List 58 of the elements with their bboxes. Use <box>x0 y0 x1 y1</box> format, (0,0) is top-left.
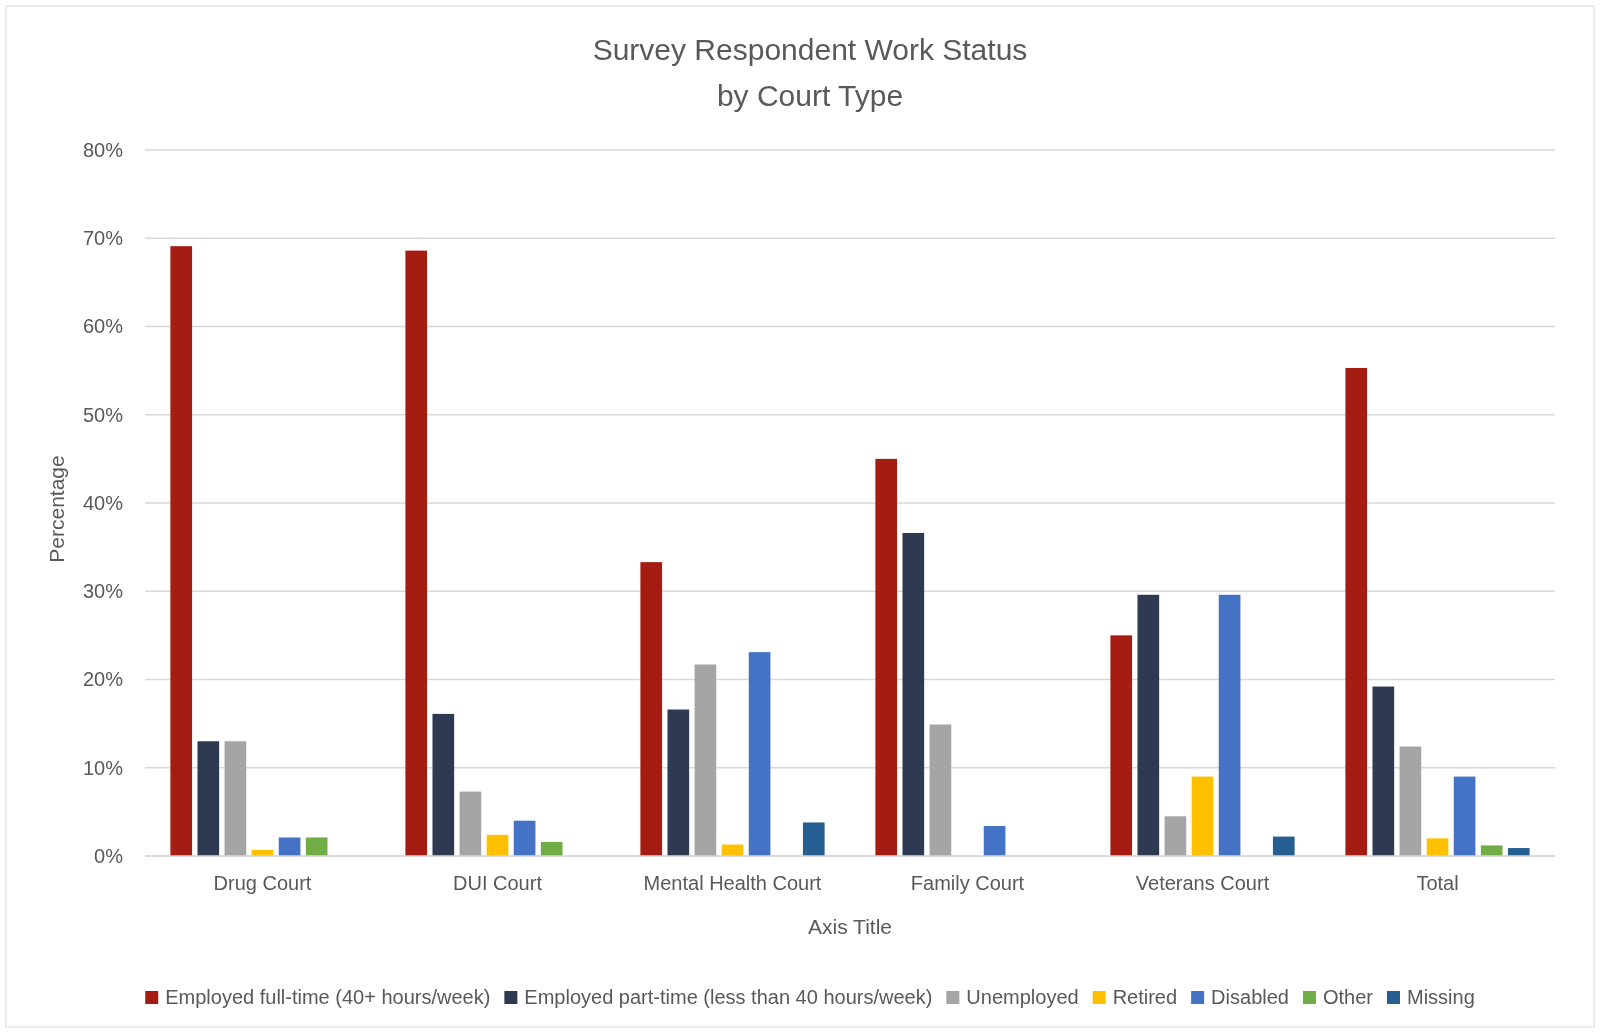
bar <box>902 533 925 856</box>
x-axis-title: Axis Title <box>807 915 893 938</box>
bar <box>1480 845 1503 856</box>
bar <box>929 724 952 856</box>
bar <box>1164 816 1187 856</box>
x-tick-label: DUI Court <box>453 872 543 895</box>
bar <box>1272 836 1295 856</box>
bar <box>432 713 455 856</box>
legend-label: Employed full-time (40+ hours/week) <box>165 986 491 1008</box>
legend-label: Retired <box>1112 986 1178 1008</box>
y-tick-label: 10% <box>82 756 124 779</box>
bar <box>875 458 898 856</box>
bar <box>1137 594 1160 856</box>
y-tick-label: 80% <box>82 138 124 161</box>
x-tick-label: Family Court <box>910 872 1025 895</box>
bar <box>1191 776 1214 856</box>
bar <box>513 820 536 856</box>
bar <box>1218 594 1241 856</box>
bar <box>1372 686 1395 856</box>
bar <box>405 250 428 856</box>
legend-label: Missing <box>1406 986 1475 1008</box>
bar <box>1399 746 1422 856</box>
chart-title: Survey Respondent Work Status by Court Type <box>592 33 1028 112</box>
bar <box>1110 635 1133 856</box>
bar <box>1345 367 1368 856</box>
bar <box>667 709 690 856</box>
bar <box>640 562 663 856</box>
legend-label: Unemployed <box>966 986 1079 1008</box>
bar <box>224 741 247 856</box>
y-tick-label: 30% <box>82 580 124 603</box>
legend-label: Disabled <box>1211 986 1289 1008</box>
legend-label: Employed part-time (less than 40 hours/week) <box>524 986 933 1008</box>
y-tick-label: 20% <box>82 668 124 691</box>
y-tick-label: 70% <box>82 227 124 250</box>
y-tick-label: 40% <box>82 491 124 514</box>
y-tick-label: 60% <box>82 315 124 338</box>
bar <box>278 837 301 856</box>
bar <box>1453 776 1476 856</box>
bar <box>983 826 1006 856</box>
bar <box>197 741 220 856</box>
bar <box>694 664 717 856</box>
x-tick-label: Mental Health Court <box>643 872 822 895</box>
bar <box>748 652 771 856</box>
bar <box>1507 848 1530 856</box>
bar <box>305 837 328 856</box>
bar <box>540 841 563 856</box>
legend-label: Other <box>1322 986 1374 1008</box>
x-tick-label: Veterans Court <box>1135 872 1270 895</box>
bar <box>1426 838 1449 856</box>
y-axis-title: Percentage <box>45 455 68 563</box>
x-tick-label: Drug Court <box>213 872 312 895</box>
bar <box>459 791 482 856</box>
x-tick-label: Total <box>1416 872 1459 895</box>
y-tick-label: 0% <box>94 844 124 867</box>
bar <box>486 834 509 856</box>
bar <box>170 246 193 856</box>
y-tick-label: 50% <box>82 403 124 426</box>
bar <box>802 822 825 856</box>
